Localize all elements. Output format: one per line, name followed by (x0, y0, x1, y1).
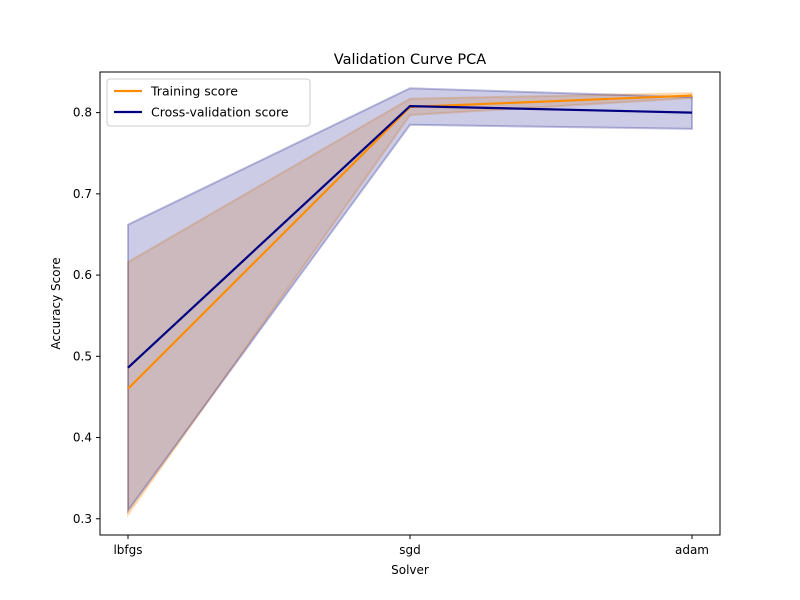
y-tick-label: 0.3 (73, 512, 92, 526)
band-series-1 (127, 87, 693, 514)
x-axis-label: Solver (391, 563, 429, 577)
line-series-1 (127, 105, 693, 369)
band-series-0 (127, 92, 693, 518)
series-lines (127, 94, 693, 390)
legend-label-0: Training score (150, 84, 238, 99)
confidence-bands (127, 87, 693, 518)
legend-box (106, 78, 311, 127)
y-axis-label: Accuracy Score (49, 257, 63, 349)
legend-label-1: Cross-validation score (151, 105, 289, 120)
x-tick-label: sgd (399, 543, 421, 557)
y-axis: 0.3 0.4 0.5 0.6 0.7 0.8 (73, 106, 100, 526)
y-tick-label: 0.6 (73, 268, 92, 282)
x-axis: lbfgs sgd adam (113, 535, 709, 557)
chart-title: Validation Curve PCA (334, 52, 486, 68)
y-tick-label: 0.7 (73, 187, 92, 201)
legend: Training score Cross-validation score (106, 78, 311, 127)
y-tick-label: 0.8 (73, 106, 92, 120)
y-tick-label: 0.5 (73, 349, 92, 363)
x-tick-label: adam (675, 543, 709, 557)
y-tick-label: 0.4 (73, 431, 92, 445)
x-tick-label: lbfgs (113, 543, 142, 557)
